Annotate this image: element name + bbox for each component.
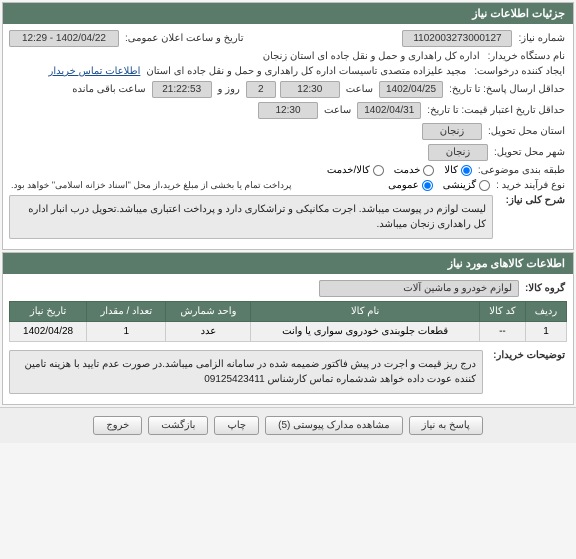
table-row[interactable]: 1 -- قطعات جلوبندی خودروی سواری یا وانت … xyxy=(10,322,567,342)
cat-radio-2[interactable] xyxy=(373,165,384,176)
td-3: عدد xyxy=(166,322,251,342)
panel1-header: جزئیات اطلاعات نیاز xyxy=(3,3,573,24)
th-1: کد کالا xyxy=(479,302,525,322)
buyer-notes-label: توضیحات خریدار: xyxy=(487,350,567,361)
category-radio-group: کالا خدمت کالا/خدمت xyxy=(327,165,472,176)
cat-opt-2[interactable]: کالا/خدمت xyxy=(327,165,384,176)
th-4: تعداد / مقدار xyxy=(87,302,166,322)
row-requester: ایجاد کننده درخواست: مجید علیزاده متصدی … xyxy=(9,66,567,77)
footer-buttons: پاسخ به نیاز مشاهده مدارک پیوستی (5) چاپ… xyxy=(0,407,576,443)
row-buyer-notes: توضیحات خریدار: درج ریز قیمت و اجرت در پ… xyxy=(9,350,567,394)
proc-radio-0[interactable] xyxy=(479,180,490,191)
process-label: نوع فرآیند خرید : xyxy=(494,180,567,191)
deadline-time-field: 12:30 xyxy=(280,81,340,98)
table-header-row: ردیف کد کالا نام کالا واحد شمارش تعداد /… xyxy=(10,302,567,322)
panel2-body: گروه کالا: لوازم خودرو و ماشین آلات ردیف… xyxy=(3,274,573,404)
group-field: لوازم خودرو و ماشین آلات xyxy=(319,280,519,297)
category-label: طبقه بندی موضوعی: xyxy=(476,165,567,176)
print-button[interactable]: چاپ xyxy=(214,416,259,435)
proc-opt-1[interactable]: عمومی xyxy=(388,180,433,191)
th-3: واحد شمارش xyxy=(166,302,251,322)
row-delivery-province: استان محل تحویل: زنجان xyxy=(9,123,567,140)
row-validity: حداقل تاریخ اعتبار قیمت: تا تاریخ: 1402/… xyxy=(9,102,567,119)
row-req-number: شماره نیاز: 1102003273000127 تاریخ و ساع… xyxy=(9,30,567,47)
cat-opt-0[interactable]: کالا xyxy=(444,165,472,176)
cat-radio-1[interactable] xyxy=(423,165,434,176)
requester-label: ایجاد کننده درخواست: xyxy=(472,66,567,77)
deadline-label: حداقل ارسال پاسخ: تا تاریخ: xyxy=(447,84,567,95)
validity-date-field: 1402/04/31 xyxy=(357,102,421,119)
delivery-province-field: زنجان xyxy=(422,123,482,140)
delivery-city-label: شهر محل تحویل: xyxy=(492,147,567,158)
time-label-2: ساعت xyxy=(322,105,353,116)
th-0: ردیف xyxy=(525,302,566,322)
td-5: 1402/04/28 xyxy=(10,322,87,342)
desc-label: شرح کلی نیاز: xyxy=(497,195,567,206)
row-group: گروه کالا: لوازم خودرو و ماشین آلات xyxy=(9,280,567,297)
req-number-label: شماره نیاز: xyxy=(516,33,567,44)
panel2-header: اطلاعات کالاهای مورد نیاز xyxy=(3,253,573,274)
time-label-1: ساعت xyxy=(344,84,375,95)
row-desc: شرح کلی نیاز: لیست لوازم در پیوست میباشد… xyxy=(9,195,567,239)
buyer-notes-box: درج ریز قیمت و اجرت در پیش فاکتور ضمیمه … xyxy=(9,350,483,394)
attachments-button[interactable]: مشاهده مدارک پیوستی (5) xyxy=(265,416,403,435)
row-buyer-org: نام دستگاه خریدار: اداره کل راهداری و حم… xyxy=(9,51,567,62)
time-remain-field: 21:22:53 xyxy=(152,81,212,98)
th-2: نام کالا xyxy=(251,302,480,322)
proc-opt-0[interactable]: گزینشی xyxy=(443,180,490,191)
goods-table: ردیف کد کالا نام کالا واحد شمارش تعداد /… xyxy=(9,301,567,342)
goods-panel: اطلاعات کالاهای مورد نیاز گروه کالا: لوا… xyxy=(2,252,574,405)
contact-link[interactable]: اطلاعات تماس خریدار xyxy=(49,66,141,77)
requester-value: مجید علیزاده متصدی تاسیسات اداره کل راهد… xyxy=(144,66,468,77)
cat-opt-1[interactable]: خدمت xyxy=(394,165,435,176)
req-number-field: 1102003273000127 xyxy=(402,30,512,47)
exit-button[interactable]: خروج xyxy=(93,416,142,435)
td-1: -- xyxy=(479,322,525,342)
row-process: نوع فرآیند خرید : گزینشی عمومی پرداخت تم… xyxy=(9,180,567,191)
td-4: 1 xyxy=(87,322,166,342)
desc-box: لیست لوازم در پیوست میباشد. اجرت مکانیکی… xyxy=(9,195,493,239)
panel1-body: شماره نیاز: 1102003273000127 تاریخ و ساع… xyxy=(3,24,573,249)
pub-datetime-label: تاریخ و ساعت اعلان عمومی: xyxy=(123,33,246,44)
td-0: 1 xyxy=(525,322,566,342)
row-category: طبقه بندی موضوعی: کالا خدمت کالا/خدمت xyxy=(9,165,567,176)
group-label: گروه کالا: xyxy=(523,283,567,294)
th-5: تاریخ نیاز xyxy=(10,302,87,322)
row-delivery-city: شهر محل تحویل: زنجان xyxy=(9,144,567,161)
process-radio-group: گزینشی عمومی xyxy=(388,180,490,191)
td-2: قطعات جلوبندی خودروی سواری یا وانت xyxy=(251,322,480,342)
row-deadline: حداقل ارسال پاسخ: تا تاریخ: 1402/04/25 س… xyxy=(9,81,567,98)
delivery-province-label: استان محل تحویل: xyxy=(486,126,567,137)
reply-button[interactable]: پاسخ به نیاز xyxy=(409,416,483,435)
payment-note: پرداخت تمام یا بخشی از مبلغ خرید،از محل … xyxy=(9,180,293,191)
delivery-city-field: زنجان xyxy=(428,144,488,161)
validity-label: حداقل تاریخ اعتبار قیمت: تا تاریخ: xyxy=(425,105,567,116)
remain-suffix: ساعت باقی مانده xyxy=(70,84,147,95)
proc-radio-1[interactable] xyxy=(422,180,433,191)
deadline-date-field: 1402/04/25 xyxy=(379,81,443,98)
pub-datetime-field: 1402/04/22 - 12:29 xyxy=(9,30,119,47)
cat-radio-0[interactable] xyxy=(461,165,472,176)
validity-time-field: 12:30 xyxy=(258,102,318,119)
days-remain-field: 2 xyxy=(246,81,276,98)
buyer-org-label: نام دستگاه خریدار: xyxy=(486,51,567,62)
buyer-org-value: اداره کل راهداری و حمل و نقل جاده ای است… xyxy=(261,51,482,62)
details-panel: جزئیات اطلاعات نیاز شماره نیاز: 11020032… xyxy=(2,2,574,250)
day-label: روز و xyxy=(216,84,242,95)
back-button[interactable]: بازگشت xyxy=(148,416,208,435)
